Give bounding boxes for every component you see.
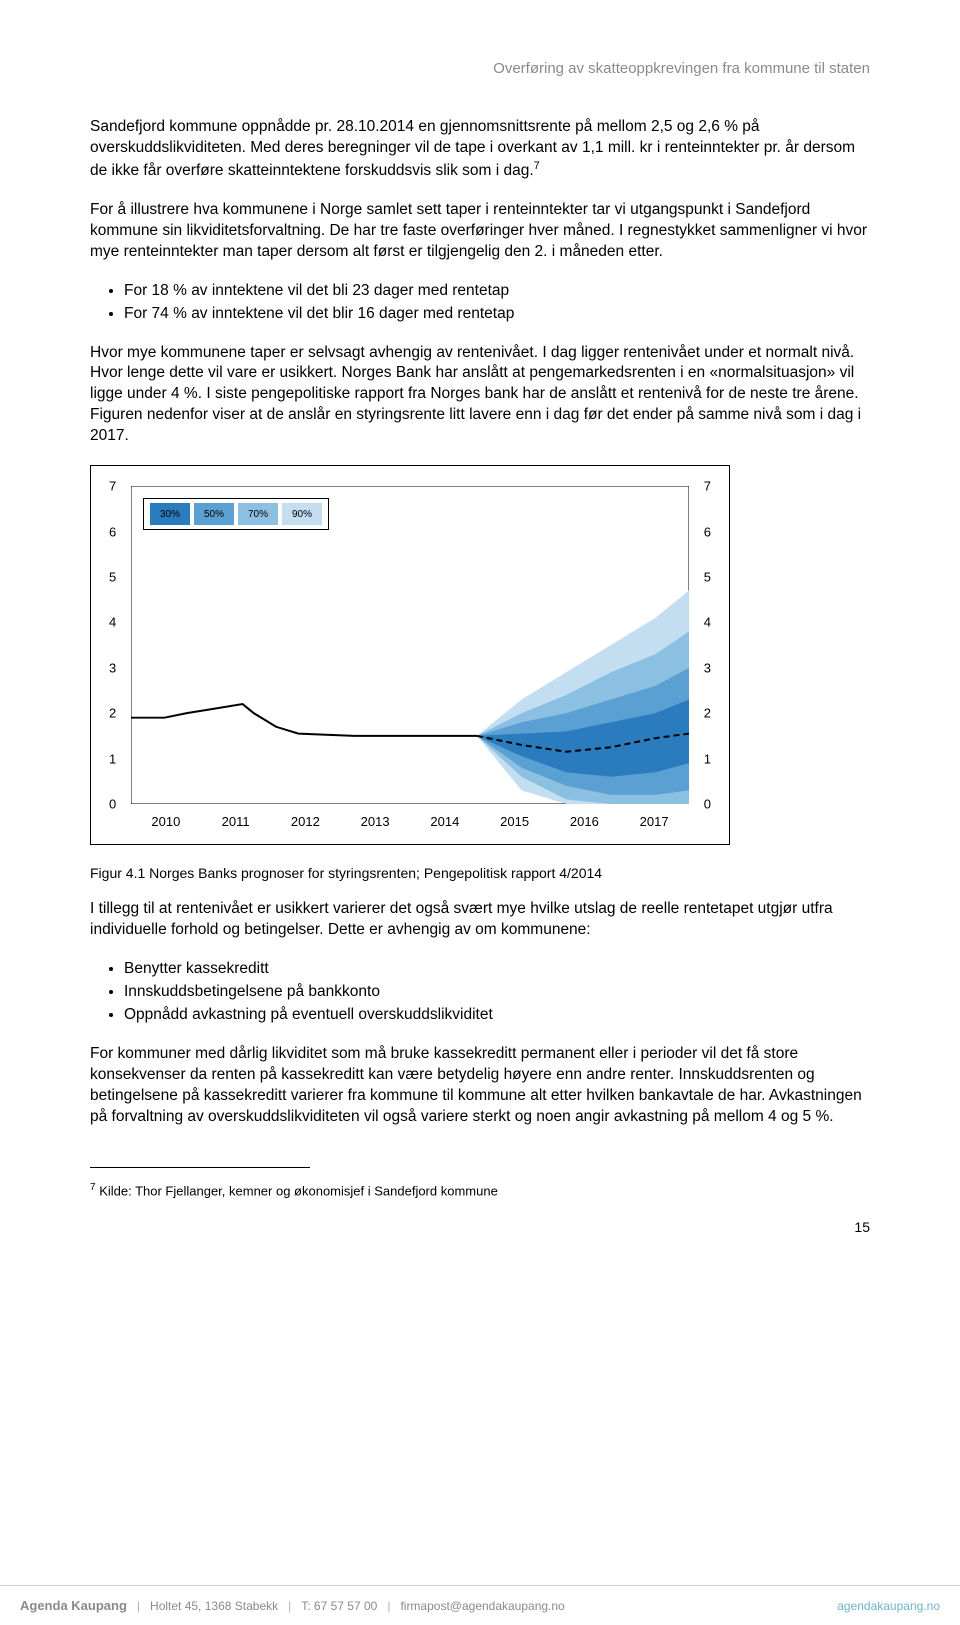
y-tick-right: 7	[704, 479, 711, 494]
paragraph-5: For kommuner med dårlig likviditet som m…	[90, 1044, 870, 1128]
y-tick-left: 3	[109, 660, 116, 675]
x-tick: 2016	[570, 814, 599, 829]
y-tick-left: 2	[109, 706, 116, 721]
x-tick: 2012	[291, 814, 320, 829]
y-tick-left: 1	[109, 751, 116, 766]
footnote: 7 Kilde: Thor Fjellanger, kemner og økon…	[90, 1182, 870, 1198]
bullet-list-2: Benytter kassekreditt Innskuddsbetingels…	[90, 959, 870, 1026]
footnote-text: Kilde: Thor Fjellanger, kemner og økonom…	[99, 1184, 498, 1199]
list-item: Benytter kassekreditt	[124, 959, 870, 980]
y-tick-right: 5	[704, 569, 711, 584]
y-tick-right: 6	[704, 524, 711, 539]
y-tick-right: 0	[704, 797, 711, 812]
p1-text: Sandefjord kommune oppnådde pr. 28.10.20…	[90, 118, 855, 179]
list-item: For 74 % av inntektene vil det blir 16 d…	[124, 304, 870, 325]
legend-swatch: 70%	[238, 503, 278, 525]
page-footer: Agenda Kaupang | Holtet 45, 1368 Stabekk…	[0, 1585, 960, 1625]
p1-sup: 7	[534, 160, 540, 172]
footer-sep: |	[288, 1599, 291, 1613]
x-tick: 2011	[222, 814, 250, 829]
footnote-number: 7	[90, 1182, 96, 1193]
figure-caption: Figur 4.1 Norges Banks prognoser for sty…	[90, 865, 870, 881]
x-tick: 2015	[500, 814, 529, 829]
chart-legend: 30%50%70%90%	[143, 498, 329, 530]
legend-swatch: 90%	[282, 503, 322, 525]
footer-address: Holtet 45, 1368 Stabekk	[150, 1599, 278, 1613]
legend-swatch: 30%	[150, 503, 190, 525]
footer-domain: agendakaupang.no	[837, 1599, 940, 1613]
paragraph-1: Sandefjord kommune oppnådde pr. 28.10.20…	[90, 117, 870, 182]
footer-sep: |	[137, 1599, 140, 1613]
footnote-separator	[90, 1167, 310, 1168]
paragraph-2: For å illustrere hva kommunene i Norge s…	[90, 200, 870, 263]
footer-email: firmapost@agendakaupang.no	[400, 1599, 564, 1613]
legend-swatch: 50%	[194, 503, 234, 525]
x-tick: 2013	[361, 814, 390, 829]
y-tick-right: 4	[704, 615, 711, 630]
chart-svg	[131, 486, 689, 804]
footer-phone: T: 67 57 57 00	[301, 1599, 377, 1613]
list-item: Oppnådd avkastning på eventuell overskud…	[124, 1005, 870, 1026]
x-tick: 2017	[640, 814, 669, 829]
y-tick-left: 4	[109, 615, 116, 630]
y-tick-left: 5	[109, 569, 116, 584]
paragraph-4: I tillegg til at rentenivået er usikkert…	[90, 899, 870, 941]
bullet-list-1: For 18 % av inntektene vil det bli 23 da…	[90, 281, 870, 325]
x-tick: 2014	[430, 814, 459, 829]
page-header: Overføring av skatteoppkrevingen fra kom…	[90, 60, 870, 77]
fan-chart: 30%50%70%90% 0 0 1 1 2 2 3 3 4 4 5 5 6 6 7 7 2010 2011 201…	[90, 465, 730, 845]
x-tick: 2010	[151, 814, 180, 829]
page-number: 15	[90, 1219, 870, 1235]
paragraph-3: Hvor mye kommunene taper er selvsagt avh…	[90, 343, 870, 448]
y-tick-right: 3	[704, 660, 711, 675]
footer-sep: |	[387, 1599, 390, 1613]
y-tick-left: 6	[109, 524, 116, 539]
list-item: Innskuddsbetingelsene på bankkonto	[124, 982, 870, 1003]
footer-brand: Agenda Kaupang	[20, 1598, 127, 1613]
y-tick-right: 2	[704, 706, 711, 721]
y-tick-left: 7	[109, 479, 116, 494]
y-tick-right: 1	[704, 751, 711, 766]
list-item: For 18 % av inntektene vil det bli 23 da…	[124, 281, 870, 302]
y-tick-left: 0	[109, 797, 116, 812]
